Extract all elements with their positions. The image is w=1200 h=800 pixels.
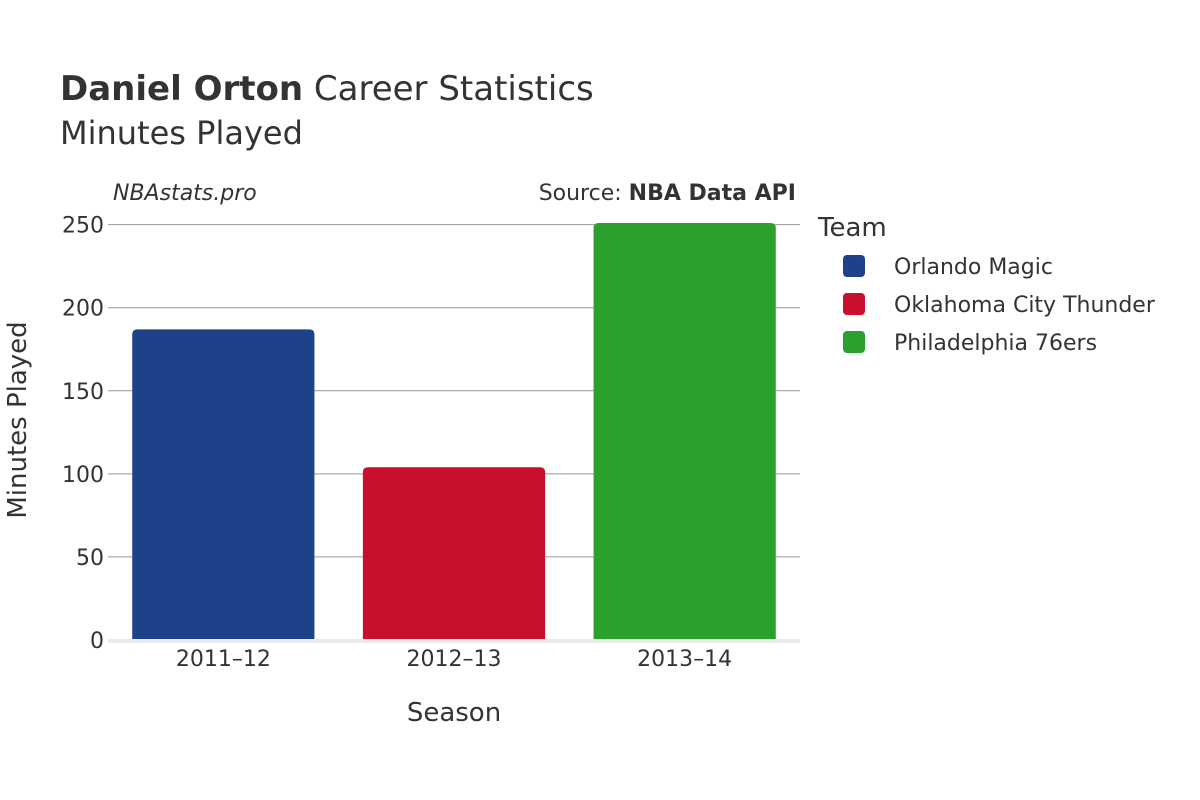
y-tick-label: 50 — [76, 546, 104, 571]
x-axis-title: Season — [407, 698, 501, 728]
source-name: NBA Data API — [629, 181, 796, 206]
chart-subtitle: Minutes Played — [60, 114, 303, 152]
chart-title-rest: Career Statistics — [303, 69, 594, 109]
legend-label: Philadelphia 76ers — [894, 331, 1097, 356]
legend-swatch — [843, 255, 865, 277]
y-tick-label: 250 — [62, 214, 104, 239]
x-tick-label: 2011–12 — [176, 647, 271, 672]
bar-orlando-magic — [132, 329, 315, 640]
x-tick-labels: 2011–12 2012–13 2013–14 — [176, 647, 732, 672]
source-prefix: Source: — [539, 181, 629, 206]
x-tick-label: 2012–13 — [407, 647, 502, 672]
y-tick-label: 150 — [62, 380, 104, 405]
x-tick-label: 2013–14 — [637, 647, 732, 672]
y-axis-title: Minutes Played — [3, 321, 33, 518]
y-tick-label: 0 — [90, 629, 104, 654]
legend-label: Oklahoma City Thunder — [894, 293, 1156, 318]
legend-swatch — [843, 293, 865, 315]
y-tick-label: 200 — [62, 297, 104, 322]
legend-item-philadelphia-76ers[interactable]: Philadelphia 76ers — [843, 331, 1097, 356]
source-credit: Source: NBA Data API — [539, 181, 796, 206]
watermark: NBAstats.pro — [113, 181, 257, 206]
bar-philadelphia-76ers — [593, 223, 776, 640]
y-tick-label: 100 — [62, 463, 104, 488]
bar-oklahoma-city-thunder — [362, 467, 546, 640]
chart-title: Daniel Orton Career Statistics — [60, 69, 594, 109]
legend-label: Orlando Magic — [894, 255, 1053, 280]
legend-item-oklahoma-city-thunder[interactable]: Oklahoma City Thunder — [843, 293, 1156, 318]
legend: Orlando Magic Oklahoma City Thunder Philad… — [843, 255, 1156, 356]
legend-item-orlando-magic[interactable]: Orlando Magic — [843, 255, 1053, 280]
chart-title-player: Daniel Orton — [60, 69, 303, 109]
y-tick-labels: 0 50 100 150 200 250 — [62, 214, 104, 654]
legend-swatch — [843, 331, 865, 353]
legend-title: Team — [817, 213, 887, 243]
bars — [108, 223, 800, 643]
